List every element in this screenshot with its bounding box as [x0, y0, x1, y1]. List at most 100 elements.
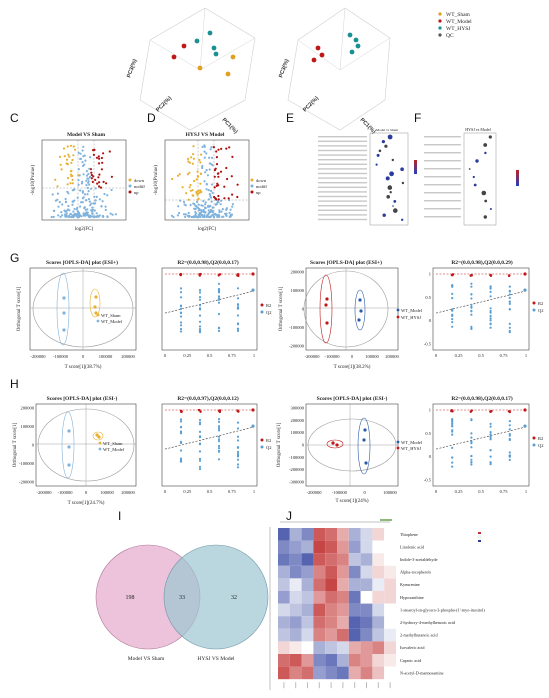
perm-point-q2	[489, 431, 492, 434]
opls-title: Scores [OPLS-DA] plot (ESI-)	[47, 395, 118, 402]
volcano-point	[187, 215, 190, 218]
kegg-row-label	[318, 218, 367, 221]
legend-label: Q2	[538, 308, 544, 313]
venn-set-label-left: Model VS Sham	[128, 656, 165, 662]
volcano-point	[171, 177, 174, 181]
opls-plot-h1: Scores [OPLS-DA] plot (ESI-) -200000 -100…	[13, 395, 137, 506]
pca-point	[315, 45, 321, 51]
volcano-point	[220, 210, 223, 213]
volcano-point	[195, 200, 199, 203]
perm-point-q2	[236, 421, 240, 424]
perm-point-q2	[236, 466, 240, 469]
kegg-bubble	[393, 208, 398, 213]
volcano-point	[214, 213, 217, 216]
volcano-point	[205, 152, 208, 155]
perm-point-q2	[179, 330, 183, 333]
kegg-bubble	[484, 199, 488, 203]
volcano-point	[96, 182, 99, 185]
heatmap-cell	[384, 528, 396, 541]
perm-point-r2	[508, 274, 511, 277]
x-tick-label: 0	[435, 353, 438, 358]
volcano-point	[65, 209, 68, 212]
perm-point-q2	[470, 285, 473, 288]
perm-point-q2	[508, 437, 511, 441]
heatmap-cell	[372, 591, 385, 604]
perm-point-q2	[217, 282, 221, 285]
volcano-point	[203, 215, 206, 218]
kegg-row-label	[318, 145, 367, 147]
perm-point-q2	[198, 331, 202, 334]
volcano-point	[216, 182, 219, 185]
volcano-point	[72, 210, 75, 213]
volcano-point	[97, 176, 100, 179]
pca-point	[213, 51, 219, 57]
heatmap-cell	[384, 553, 396, 566]
volcano-point	[199, 215, 202, 219]
perm-point-q2	[198, 442, 202, 445]
volcano-point	[90, 173, 93, 177]
opls-plot-g1: Scores [OPLS-DA] plot (ESI+) -200000 -100…	[17, 259, 137, 370]
heatmap-cell	[348, 591, 361, 604]
volcano-point	[87, 172, 90, 176]
perm-point-q2	[470, 440, 473, 443]
kegg-title: HYSJ vs Model	[465, 127, 491, 132]
volcano-point	[86, 186, 89, 190]
x-tick-label: 1	[525, 353, 527, 358]
heatmap-cell	[372, 565, 385, 579]
kegg-row-label	[318, 209, 367, 211]
legend-swatch-hysj	[438, 26, 442, 30]
perm-point-q2	[217, 301, 221, 304]
kegg-row-label	[318, 140, 367, 142]
volcano-point	[71, 178, 74, 181]
perm-title: R2=(0.0,0.98),Q2(0.0,0.17)	[451, 395, 513, 402]
volcano-point	[94, 187, 97, 190]
legend-label: nodiff	[134, 184, 145, 189]
volcano-point	[191, 189, 194, 192]
perm-point-q2	[451, 446, 454, 449]
heatmap-cell	[360, 553, 373, 566]
volcano-point	[57, 214, 60, 217]
heatmap-cell	[289, 628, 302, 642]
pca-legend: WT_Sham WT_Model WT_HYSJ QC	[438, 12, 472, 39]
perm-point-q2	[217, 458, 221, 461]
heatmap-cell	[372, 578, 385, 591]
perm-point-q2	[198, 308, 202, 311]
heatmap-cell	[360, 565, 373, 579]
x-tick-label: 0	[164, 353, 167, 358]
perm-point-q2	[217, 312, 221, 316]
perm-point-q2	[236, 303, 240, 306]
volcano-point	[98, 198, 101, 201]
perm-point-q2	[489, 290, 492, 293]
perm-point-q2	[236, 314, 240, 317]
perm-point-q2	[236, 439, 240, 442]
volcano-point	[58, 155, 62, 158]
heatmap-cell	[301, 666, 314, 680]
volcano-point	[57, 205, 60, 208]
volcano-point	[104, 208, 107, 211]
volcano-point	[225, 208, 228, 211]
volcano-point	[236, 195, 239, 199]
kegg-bubble	[468, 168, 471, 170]
volcano-point	[81, 190, 84, 193]
perm-point-q2	[217, 444, 221, 448]
pca-axis-label: PC3(%)	[126, 58, 138, 78]
perm-point-r2	[469, 274, 472, 277]
perm-point-r2	[198, 273, 201, 276]
x-tick-label: 1	[253, 489, 255, 494]
kegg-row-label	[424, 136, 461, 138]
volcano-point	[196, 170, 199, 173]
volcano-point	[187, 211, 190, 215]
legend-swatch-model	[438, 19, 442, 23]
heatmap-cell	[325, 654, 337, 667]
heatmap-cell	[360, 666, 373, 680]
heatmap-row-label: N-acetyl-D-mannosamine	[400, 670, 444, 675]
perm-point-q2	[198, 459, 202, 462]
volcano-point	[84, 199, 87, 202]
perm-point-q2	[198, 298, 202, 301]
x-tick-label: 0.5	[207, 353, 213, 358]
x-tick-label: 0.75	[500, 489, 509, 494]
volcano-point	[195, 191, 198, 194]
perm-point-q2	[451, 325, 454, 328]
volcano-point	[86, 208, 89, 211]
volcano-point	[192, 153, 195, 156]
